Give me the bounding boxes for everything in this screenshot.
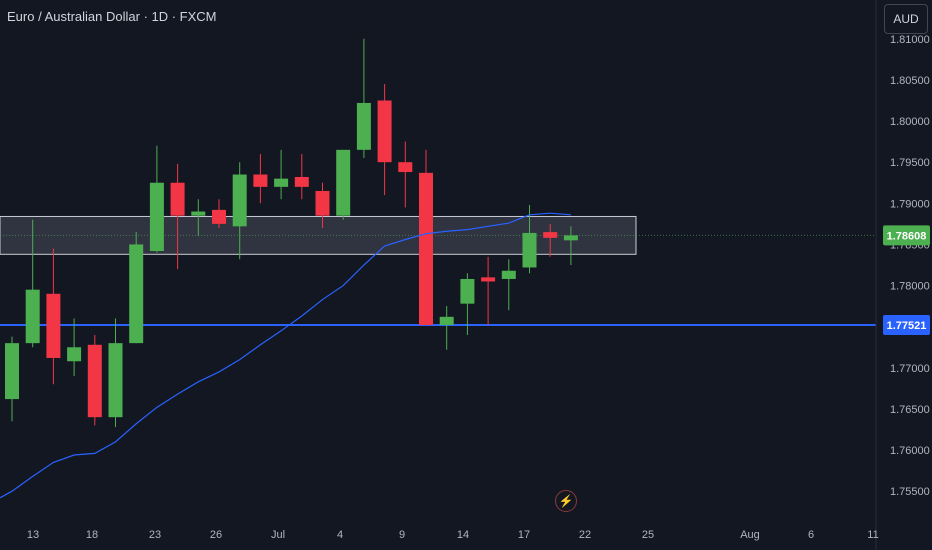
time-tick-label: Aug <box>740 529 760 541</box>
time-tick-label: 13 <box>27 529 39 541</box>
price-tick-label: 1.76500 <box>890 404 930 416</box>
time-tick-label: 18 <box>86 529 98 541</box>
price-labels-layer: 1.78608 1.77521 <box>883 225 930 335</box>
price-tick-label: 1.80500 <box>890 75 930 87</box>
time-tick-label: 11 <box>867 529 878 541</box>
candle-down[interactable] <box>294 176 309 187</box>
candle-down[interactable] <box>212 209 226 224</box>
time-tick-label: 22 <box>579 529 591 541</box>
candle-up[interactable] <box>232 174 247 227</box>
price-tick-label: 1.76000 <box>890 445 930 457</box>
candle-up[interactable] <box>129 244 144 344</box>
candle-up[interactable] <box>274 178 289 187</box>
candle-down[interactable] <box>543 232 558 238</box>
time-tick-label: 23 <box>149 529 161 541</box>
price-tick-label: 1.77000 <box>890 363 930 375</box>
candle-up[interactable] <box>439 316 454 326</box>
price-tick-label: 1.79000 <box>890 198 930 210</box>
candle-down[interactable] <box>419 172 433 326</box>
candle-up[interactable] <box>25 289 40 344</box>
candle-up[interactable] <box>5 343 19 400</box>
moving-average-layer <box>0 212 571 499</box>
candle-up[interactable] <box>460 278 475 304</box>
candle-down[interactable] <box>46 293 61 358</box>
support-label: 1.77521 <box>887 320 927 332</box>
candle-up[interactable] <box>522 232 537 268</box>
candle-down[interactable] <box>170 182 185 216</box>
price-tick-label: 1.78000 <box>890 281 930 293</box>
time-tick-label: 25 <box>642 529 654 541</box>
candle-down[interactable] <box>398 162 413 173</box>
currency-button[interactable]: AUD <box>884 4 928 34</box>
candles-layer <box>5 38 578 428</box>
candle-down[interactable] <box>481 277 496 282</box>
price-tick-label: 1.79500 <box>890 157 930 169</box>
price-tick-label: 1.75500 <box>890 486 930 498</box>
candle-up[interactable] <box>191 211 206 216</box>
time-tick-label: 17 <box>518 529 530 541</box>
time-tick-label: 4 <box>337 529 343 541</box>
candle-up[interactable] <box>149 182 164 252</box>
last-price-label: 1.78608 <box>887 230 927 242</box>
lightning-bolt-icon[interactable]: ⚡ <box>555 490 577 512</box>
candle-down[interactable] <box>315 190 330 216</box>
candle-up[interactable] <box>67 347 82 362</box>
candle-down[interactable] <box>253 174 268 187</box>
time-tick-label: 9 <box>399 529 405 541</box>
support-label-bg <box>883 314 930 335</box>
support-line-layer <box>0 234 876 326</box>
time-axis: 13 18 23 26 Jul 4 9 14 17 22 25 Aug 6 11 <box>27 529 879 541</box>
price-tick-label: 1.80000 <box>890 116 930 128</box>
last-price-label-bg <box>883 225 930 246</box>
time-tick-label: 6 <box>808 529 814 541</box>
candle-up[interactable] <box>501 270 516 279</box>
time-tick-label: 14 <box>457 529 469 541</box>
candle-up[interactable] <box>563 235 578 241</box>
candle-up[interactable] <box>108 343 123 418</box>
candle-down[interactable] <box>87 344 102 418</box>
candle-up[interactable] <box>336 149 351 216</box>
time-tick-label: 26 <box>210 529 222 541</box>
chart-title: Euro / Australian Dollar · 1D · FXCM <box>7 9 217 24</box>
time-tick-label: Jul <box>271 529 285 541</box>
price-axis: 1.810001.805001.800001.795001.790001.785… <box>875 0 930 550</box>
candle-up[interactable] <box>356 102 371 150</box>
moving-average-line <box>0 212 571 499</box>
candle-down[interactable] <box>377 100 392 163</box>
price-tick-label: 1.81000 <box>890 34 930 46</box>
